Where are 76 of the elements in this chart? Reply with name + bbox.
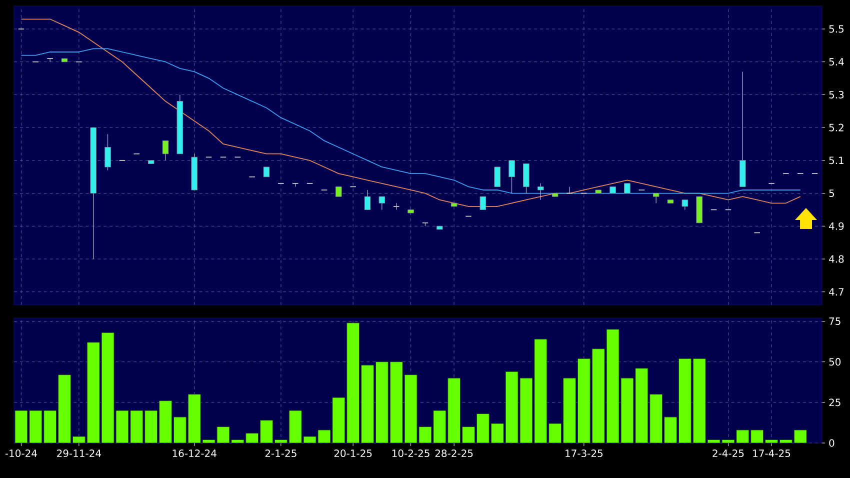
x-tick-label: 17-4-25 [753,450,790,458]
bar [476,414,490,443]
y-tick-label: 50 [829,358,841,366]
y-tick-label: 25 [829,398,840,406]
bar [448,378,461,443]
y-tick-label: 4.7 [829,288,844,296]
candlestick [494,166,500,187]
bar [14,410,28,443]
candlestick [624,183,630,194]
y-tick-label: 5.4 [829,58,844,66]
x-tick-label: -10-24 [5,450,37,458]
bar [101,332,114,443]
bar [692,358,706,443]
candlestick [378,196,386,210]
candlestick [104,134,111,171]
y-tick-label: 5 [829,190,834,197]
bar [130,410,144,443]
y-tick-label: 4.8 [829,255,844,263]
y-tick-label: 0 [829,439,834,447]
candlestick [508,160,515,194]
bar [173,416,186,443]
bar [577,358,590,443]
bar [159,400,172,443]
bar [29,410,42,443]
bar [563,378,576,443]
x-tick-label: 20-1-25 [334,450,372,458]
bar [144,410,158,443]
bar [260,420,273,443]
bar [390,362,403,443]
bar [635,368,648,443]
bar [505,371,518,443]
bar [548,423,562,443]
bar [332,397,346,443]
bar [620,378,634,443]
x-tick-label: 2-1-25 [265,450,296,458]
candlestick [523,163,530,194]
bar [58,374,71,443]
bar [361,364,374,443]
x-tick-label: 10-2-25 [392,450,430,458]
y-tick-label: 5.5 [829,25,844,33]
y-tick-label: 5.3 [829,90,844,98]
bar [433,410,446,443]
x-tick-label: 29-11-24 [57,450,101,458]
bar [678,358,692,443]
bar [288,410,302,443]
y-tick-label: 4.9 [829,222,844,230]
y-tick-label: 5.1 [829,156,844,164]
bar [346,322,360,443]
y-tick-label: 5.2 [829,124,844,132]
bar [664,416,677,443]
candlestick [538,183,544,200]
candlestick [46,58,54,62]
y-tick-label: 75 [829,318,840,325]
bar [375,362,388,443]
bar [462,426,475,443]
candlestick [364,190,371,210]
candlestick [682,200,688,210]
x-tick-label: 16-12-24 [172,450,216,458]
x-tick-label: 28-2-25 [435,450,473,458]
bar [650,394,663,443]
candlestick [652,192,660,204]
bar [188,394,201,443]
bar [116,410,129,443]
candlestick [162,140,169,161]
bar [404,374,418,443]
bar [534,338,548,443]
x-tick-label: 17-3-25 [566,450,602,458]
candlestick [336,186,342,197]
bar [87,342,100,443]
bar [44,410,57,443]
bar [606,329,620,443]
candlestick [263,166,270,178]
bar [592,348,605,443]
bar [520,378,533,443]
x-tick-label: 2-4-25 [712,450,744,458]
candlestick [480,196,486,210]
